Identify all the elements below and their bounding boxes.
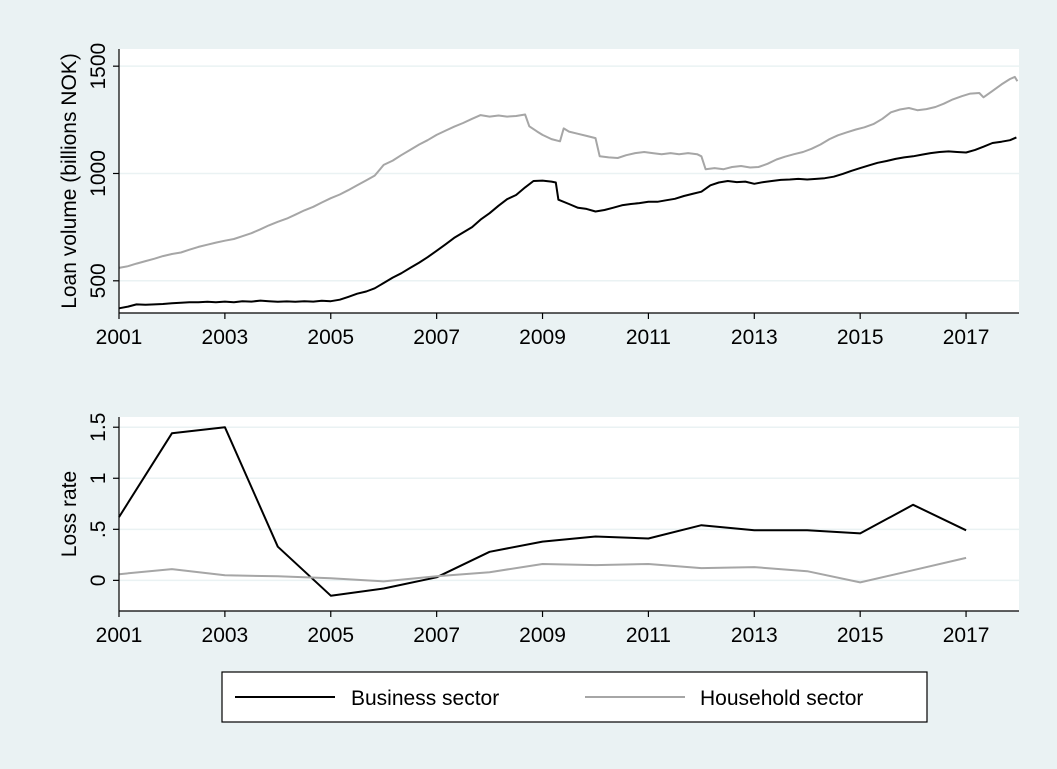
gridlines [119, 65, 1019, 282]
x-tick-label: 2013 [731, 624, 778, 647]
x-tick-label: 2009 [519, 624, 566, 647]
legend-label-household: Household sector [700, 687, 863, 710]
x-tick-label: 2011 [626, 326, 671, 349]
x-tick-label: 2015 [837, 326, 884, 349]
x-tick-label: 2005 [307, 326, 354, 349]
series-group [118, 75, 1019, 310]
loan-business-line [118, 136, 1017, 310]
x-ticks: 2001 2003 2005 2007 2009 2011 2013 2015 2017 [96, 611, 990, 647]
x-tick-label: 2011 [626, 624, 671, 647]
y-axis-title: Loss rate [58, 471, 81, 557]
x-tick-label: 2013 [731, 326, 778, 349]
x-tick-label: 2003 [202, 624, 249, 647]
legend: Business sector Household sector [221, 671, 928, 723]
legend-label-business: Business sector [351, 687, 499, 710]
loan-household-line [118, 75, 1019, 269]
x-tick-label: 2001 [96, 624, 143, 647]
x-ticks: 2001 2003 2005 2007 2009 2011 2013 2015 2017 [96, 313, 990, 349]
series-group [118, 426, 967, 597]
y-tick-label: 1500 [87, 43, 110, 90]
loss-business-line [118, 426, 967, 597]
y-tick-label: 1000 [87, 150, 110, 197]
y-tick-label: 500 [87, 263, 110, 298]
x-tick-label: 2005 [307, 624, 354, 647]
y-tick-label: .5 [87, 521, 110, 539]
x-tick-label: 2015 [837, 624, 884, 647]
x-tick-label: 2017 [943, 326, 990, 349]
loan-volume-panel: 2001 2003 2005 2007 2009 2011 2013 2015 2017 500… [58, 43, 1019, 349]
x-tick-label: 2003 [202, 326, 249, 349]
y-ticks: 500 1000 1500 [87, 43, 119, 298]
x-tick-label: 2001 [96, 326, 143, 349]
y-tick-label: 1.5 [87, 413, 110, 442]
x-tick-label: 2017 [943, 624, 990, 647]
legend-box [221, 671, 928, 723]
x-tick-label: 2007 [413, 326, 460, 349]
loss-rate-panel: 2001 2003 2005 2007 2009 2011 2013 2015 2017 0 .5… [58, 413, 1019, 647]
y-ticks: 0 .5 1 1.5 [87, 413, 119, 587]
y-tick-label: 1 [87, 472, 110, 484]
y-axis-title: Loan volume (billions NOK) [58, 53, 81, 309]
x-tick-label: 2009 [519, 326, 566, 349]
y-tick-label: 0 [87, 575, 110, 587]
plot-area [119, 417, 1019, 611]
x-tick-label: 2007 [413, 624, 460, 647]
plot-area [119, 49, 1019, 313]
loss-household-line [118, 556, 967, 584]
